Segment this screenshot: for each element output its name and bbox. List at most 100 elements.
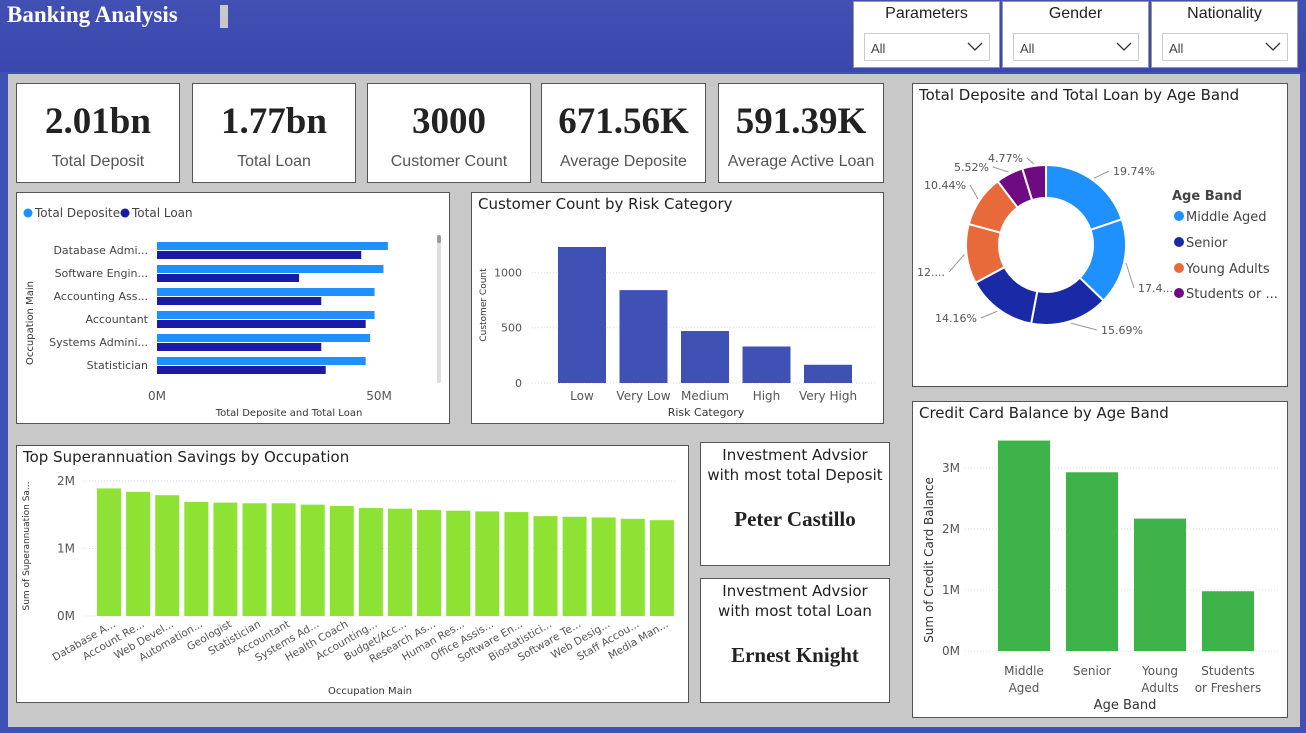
loan-bar[interactable] — [157, 274, 300, 282]
category-label: Accounting Ass... — [54, 290, 148, 303]
super-bar[interactable] — [242, 503, 267, 616]
scrollbar-thumb[interactable] — [437, 235, 441, 243]
credit-chart-title: Credit Card Balance by Age Band — [919, 404, 1169, 422]
kpi-label: Total Loan — [237, 153, 311, 170]
y-tick-label: 2M — [942, 522, 960, 536]
slice-label: 17.4... — [1138, 282, 1173, 295]
advisor-name: Ernest Knight — [731, 643, 859, 667]
super-bar[interactable] — [533, 516, 558, 616]
risk-bar[interactable] — [619, 290, 668, 383]
super-chart-title: Top Superannuation Savings by Occupation — [23, 448, 350, 466]
deposit-bar[interactable] — [157, 357, 366, 365]
credit-bar[interactable] — [998, 440, 1050, 651]
donut-slice[interactable] — [1021, 163, 1047, 202]
leader-line — [969, 184, 979, 200]
super-bar[interactable] — [504, 512, 529, 616]
y-axis-label: Customer Count — [479, 268, 489, 342]
parameters-slicer: Parameters All — [853, 1, 1000, 68]
credit-bar[interactable] — [1202, 591, 1254, 651]
risk-bar[interactable] — [681, 331, 729, 383]
loan-bar[interactable] — [157, 343, 322, 351]
super-bar[interactable] — [329, 505, 354, 616]
y-tick-label: 1M — [57, 542, 75, 556]
super-bar[interactable] — [388, 508, 412, 616]
legend-label: Young Adults — [1185, 262, 1270, 277]
parameters-slicer-label: Parameters — [885, 5, 968, 22]
super-chart-panel[interactable]: Top Superannuation Savings by Occupation… — [16, 445, 689, 703]
category-label: Software Engin... — [55, 267, 148, 280]
credit-bar[interactable] — [1134, 518, 1186, 651]
risk-chart[interactable]: Customer Count Risk Category 0 500 1000 Low… — [472, 193, 883, 423]
super-bar[interactable] — [155, 495, 180, 616]
super-bar[interactable] — [271, 503, 296, 616]
gender-dropdown[interactable]: All — [1013, 33, 1139, 61]
loan-bar[interactable] — [157, 366, 326, 374]
super-chart[interactable]: Sum of Superannuation Sa... Occupation M… — [17, 446, 688, 702]
super-bar[interactable] — [213, 502, 238, 616]
slice-label: 10.44% — [924, 179, 966, 192]
super-bar[interactable] — [620, 518, 645, 616]
kpi-customer-count[interactable]: 3000 Customer Count — [367, 83, 531, 183]
donut-chart-title: Total Deposite and Total Loan by Age Ban… — [919, 86, 1240, 104]
kpi-value: 591.39K — [735, 101, 867, 142]
super-bar[interactable] — [126, 491, 151, 616]
credit-chart-panel[interactable]: Credit Card Balance by Age Band Sum of C… — [912, 401, 1288, 718]
risk-bar[interactable] — [558, 247, 606, 383]
loan-bar[interactable] — [157, 320, 366, 328]
x-tick-label: 0M — [148, 389, 166, 403]
kpi-average-active-loan[interactable]: 591.39K Average Active Loan — [718, 83, 884, 183]
super-bar[interactable] — [446, 510, 471, 616]
risk-chart-panel[interactable]: Customer Count by Risk Category Customer… — [471, 192, 884, 424]
chevron-down-icon — [1116, 42, 1132, 51]
donut-chart[interactable]: 19.74% 17.4... 15.69% 14.16% 12.... 10.44% 5.5… — [913, 84, 1287, 386]
deposit-bar[interactable] — [157, 334, 371, 342]
legend-label: Students or ... — [1186, 287, 1278, 302]
kpi-total-deposit[interactable]: 2.01bn Total Deposit — [16, 83, 180, 183]
deposit-advisor-card[interactable]: Investment Advsior with most total Depos… — [700, 442, 890, 566]
x-tick-label: Young — [1141, 664, 1178, 678]
nationality-dropdown[interactable]: All — [1162, 33, 1288, 61]
legend-deposit-label: Total Deposite — [34, 206, 120, 220]
slice-label: 4.77% — [988, 152, 1023, 165]
super-bar[interactable] — [562, 516, 587, 616]
advisor-title-line: Investment Advsior — [722, 446, 868, 464]
parameters-dropdown[interactable]: All — [864, 33, 990, 61]
deposit-bar[interactable] — [157, 311, 375, 319]
super-bar[interactable] — [358, 508, 383, 616]
chevron-down-icon — [967, 42, 983, 51]
super-bar[interactable] — [649, 520, 674, 616]
credit-chart[interactable]: Sum of Credit Card Balance Age Band 0M 1M… — [913, 402, 1287, 717]
credit-bar[interactable] — [1066, 472, 1118, 651]
donut-chart-panel[interactable]: Total Deposite and Total Loan by Age Ban… — [912, 83, 1288, 387]
donut-slice[interactable] — [1045, 163, 1124, 232]
super-bar[interactable] — [417, 510, 442, 616]
loan-bar[interactable] — [157, 251, 362, 259]
x-axis-label: Age Band — [1094, 698, 1157, 713]
y-tick-label: 0 — [515, 377, 522, 390]
legend-marker — [1174, 237, 1184, 247]
deposit-bar[interactable] — [157, 242, 388, 250]
super-bar[interactable] — [184, 501, 209, 616]
kpi-label: Average Deposite — [560, 153, 687, 170]
occupation-chart[interactable]: Total Deposite Total Loan Occupation Mai… — [17, 193, 449, 423]
loan-bar[interactable] — [157, 297, 322, 305]
nationality-slicer-label: Nationality — [1187, 5, 1262, 22]
leader-line — [1093, 170, 1110, 179]
kpi-average-deposit[interactable]: 671.56K Average Deposite — [541, 83, 706, 183]
legend-label: Middle Aged — [1186, 210, 1266, 225]
x-tick-label: Middle — [1004, 664, 1044, 678]
super-bar[interactable] — [300, 504, 325, 616]
occupation-chart-panel[interactable]: Total Deposite Total Loan Occupation Mai… — [16, 192, 450, 424]
x-axis-label: Occupation Main — [328, 686, 412, 697]
deposit-bar[interactable] — [157, 288, 375, 296]
risk-bar[interactable] — [742, 346, 791, 383]
super-bar[interactable] — [475, 511, 500, 616]
risk-bar[interactable] — [804, 364, 852, 383]
super-bar[interactable] — [591, 517, 616, 616]
loan-advisor-card[interactable]: Investment Advsior with most total Loan … — [700, 578, 890, 703]
super-bar[interactable] — [97, 488, 121, 616]
y-axis-label: Sum of Credit Card Balance — [922, 477, 936, 643]
kpi-total-loan[interactable]: 1.77bn Total Loan — [192, 83, 356, 183]
scrollbar-track[interactable] — [437, 235, 441, 383]
deposit-bar[interactable] — [157, 265, 384, 273]
